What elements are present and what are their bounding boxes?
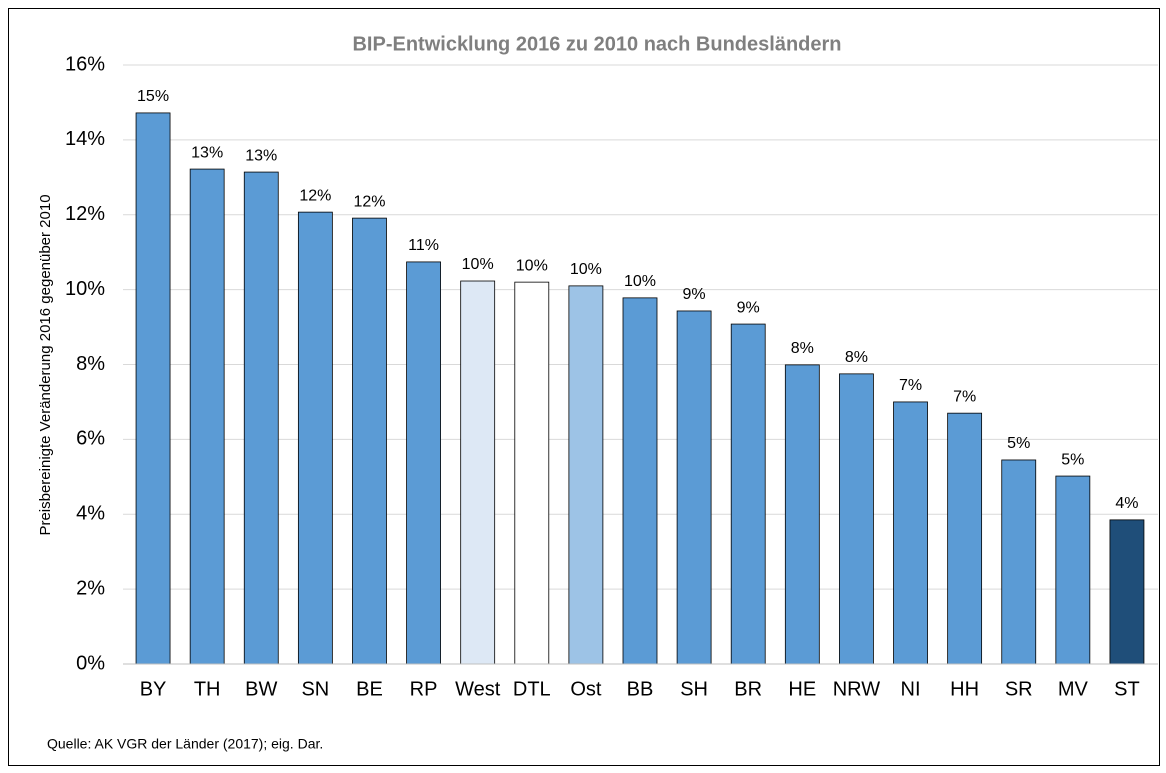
x-tick-label: BR bbox=[734, 678, 762, 700]
data-label: 7% bbox=[899, 377, 922, 394]
x-tick-label: BY bbox=[140, 678, 167, 700]
data-label: 10% bbox=[462, 256, 494, 273]
x-tick-label: TH bbox=[194, 678, 221, 700]
x-tick-label: BW bbox=[245, 678, 277, 700]
data-label: 12% bbox=[299, 187, 331, 204]
bar bbox=[297, 211, 333, 665]
y-tick-label: 2% bbox=[76, 577, 105, 599]
x-tick-label: West bbox=[455, 678, 501, 700]
data-label: 10% bbox=[624, 273, 656, 290]
x-tick-label: MV bbox=[1058, 678, 1089, 700]
bar bbox=[839, 373, 874, 665]
y-tick-label: 10% bbox=[65, 278, 105, 300]
y-tick-label: 4% bbox=[76, 503, 105, 525]
data-label: 11% bbox=[408, 237, 439, 254]
x-tick-label: NI bbox=[901, 678, 921, 700]
bar bbox=[460, 280, 496, 665]
x-tick-label: SN bbox=[301, 678, 329, 700]
bar bbox=[676, 310, 712, 665]
y-axis-title: Preisbereinigte Veränderung 2016 gegenüb… bbox=[37, 194, 54, 535]
y-tick-label: 8% bbox=[76, 353, 105, 375]
x-tick-label: HE bbox=[788, 678, 816, 700]
bar bbox=[514, 281, 550, 665]
data-label: 10% bbox=[516, 257, 548, 274]
x-tick-label: Ost bbox=[570, 678, 602, 700]
data-label: 13% bbox=[245, 147, 277, 164]
data-label: 5% bbox=[1007, 435, 1030, 452]
x-tick-label: DTL bbox=[513, 678, 551, 700]
data-label: 5% bbox=[1061, 451, 1084, 468]
data-label: 9% bbox=[683, 286, 706, 303]
data-label: 10% bbox=[570, 261, 602, 278]
data-label: 4% bbox=[1115, 495, 1138, 512]
bar bbox=[406, 261, 441, 665]
bar bbox=[189, 168, 225, 665]
y-tick-label: 6% bbox=[76, 428, 105, 450]
source-note: Quelle: AK VGR der Länder (2017); eig. D… bbox=[47, 736, 323, 752]
y-tick-label: 0% bbox=[76, 652, 105, 674]
bar bbox=[1055, 475, 1091, 665]
bar bbox=[1109, 519, 1145, 665]
bar bbox=[352, 217, 387, 665]
y-tick-label: 12% bbox=[65, 203, 105, 225]
x-tick-label: SH bbox=[680, 678, 708, 700]
x-tick-label: HH bbox=[950, 678, 979, 700]
y-tick-label: 16% bbox=[65, 53, 105, 75]
bar bbox=[622, 297, 658, 665]
bar bbox=[784, 364, 820, 665]
data-label: 8% bbox=[845, 349, 868, 366]
bar bbox=[135, 112, 171, 665]
data-label: 9% bbox=[737, 299, 760, 316]
x-tick-label: ST bbox=[1114, 678, 1140, 700]
data-label: 13% bbox=[191, 144, 223, 161]
data-label: 7% bbox=[953, 388, 976, 405]
bar bbox=[1001, 459, 1037, 665]
data-label: 8% bbox=[791, 340, 814, 357]
chart-title: BIP-Entwicklung 2016 zu 2010 nach Bundes… bbox=[352, 33, 841, 55]
x-tick-label: BE bbox=[356, 678, 383, 700]
data-label: 12% bbox=[353, 193, 385, 210]
bar bbox=[730, 323, 766, 665]
y-tick-label: 14% bbox=[65, 128, 105, 150]
bar bbox=[568, 285, 604, 665]
bar bbox=[893, 401, 928, 665]
bar bbox=[243, 171, 279, 665]
x-tick-label: BB bbox=[627, 678, 654, 700]
x-tick-label: SR bbox=[1005, 678, 1033, 700]
x-tick-label: NRW bbox=[833, 678, 881, 700]
x-tick-label: RP bbox=[410, 678, 438, 700]
data-label: 15% bbox=[137, 88, 169, 105]
bar bbox=[947, 412, 983, 665]
